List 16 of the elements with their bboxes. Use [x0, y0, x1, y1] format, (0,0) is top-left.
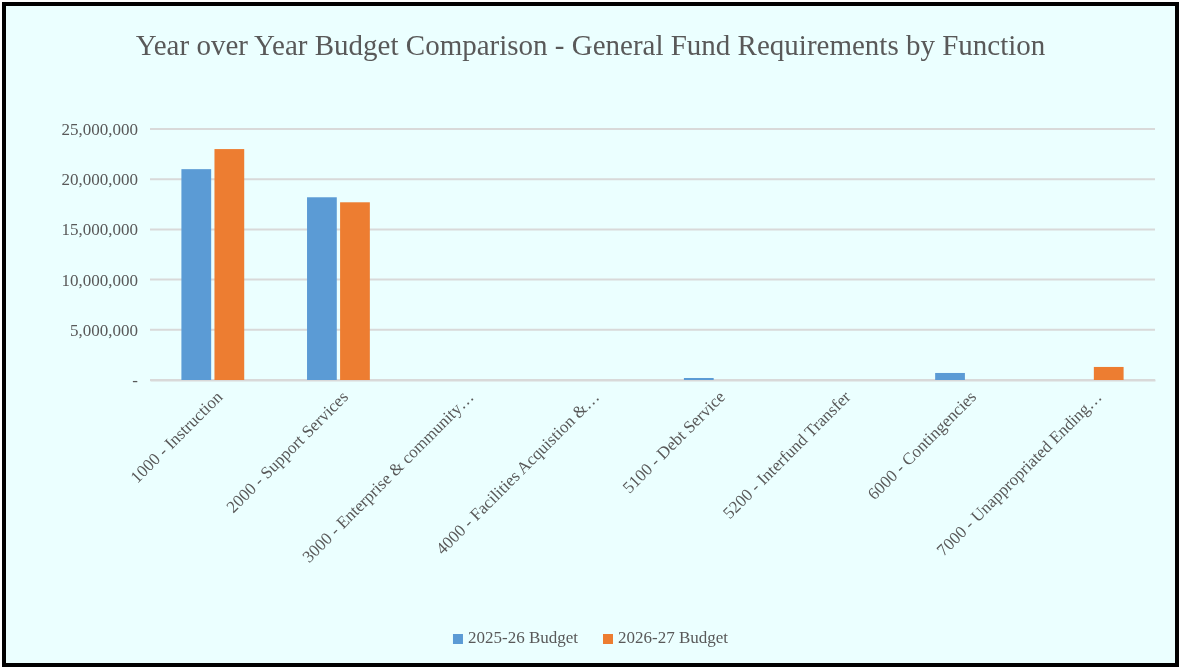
bar: [340, 202, 370, 380]
y-tick-label: 5,000,000: [70, 320, 138, 340]
bar: [181, 169, 212, 380]
y-tick-label: 10,000,000: [61, 270, 138, 290]
y-tick-label: 25,000,000: [61, 119, 138, 139]
bar: [683, 377, 714, 380]
legend-label: 2025-26 Budget: [467, 628, 579, 647]
legend-label: 2026-27 Budget: [618, 628, 729, 647]
bar: [935, 372, 965, 380]
chart-title: Year over Year Budget Comparison - General Fund Requirements by Function: [135, 29, 1046, 61]
y-tick-label: -: [132, 370, 139, 390]
y-tick-label: 15,000,000: [61, 220, 138, 240]
bar: [214, 149, 245, 380]
bar: [307, 197, 337, 380]
y-tick-label: 20,000,000: [61, 170, 138, 190]
bar: [1093, 366, 1124, 380]
